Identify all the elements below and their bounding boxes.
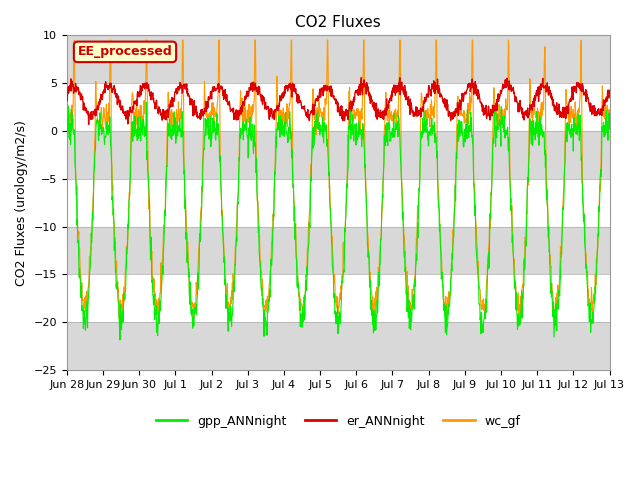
wc_gf: [63, 124, 70, 130]
wc_gf: [184, 240, 192, 246]
Line: wc_gf: wc_gf: [67, 40, 609, 323]
Bar: [67, 179, 609, 227]
Bar: [67, 83, 609, 131]
er_ANNnight: [85, 121, 93, 127]
er_ANNnight: [184, 93, 192, 99]
er_ANNnight: [63, 90, 70, 96]
gpp_ANNnight: [494, 127, 502, 133]
gpp_ANNnight: [63, 121, 70, 127]
Legend: gpp_ANNnight, er_ANNnight, wc_gf: gpp_ANNnight, er_ANNnight, wc_gf: [150, 410, 525, 432]
wc_gf: [70, 37, 78, 43]
gpp_ANNnight: [423, 124, 431, 130]
wc_gf: [493, 110, 501, 116]
wc_gf: [541, 76, 549, 82]
wc_gf: [423, 119, 431, 124]
Line: er_ANNnight: er_ANNnight: [67, 78, 609, 124]
gpp_ANNnight: [143, 99, 150, 105]
er_ANNnight: [494, 95, 502, 101]
gpp_ANNnight: [116, 337, 124, 343]
er_ANNnight: [171, 91, 179, 96]
gpp_ANNnight: [184, 262, 192, 268]
er_ANNnight: [542, 83, 550, 89]
Text: EE_processed: EE_processed: [77, 46, 172, 59]
Y-axis label: CO2 Fluxes (urology/m2/s): CO2 Fluxes (urology/m2/s): [15, 120, 28, 286]
wc_gf: [605, 115, 613, 121]
er_ANNnight: [605, 87, 613, 93]
gpp_ANNnight: [605, 112, 613, 118]
wc_gf: [171, 113, 179, 119]
wc_gf: [551, 320, 559, 326]
wc_gf: [244, 115, 252, 120]
Line: gpp_ANNnight: gpp_ANNnight: [67, 102, 609, 340]
gpp_ANNnight: [542, 152, 550, 157]
Bar: [67, 275, 609, 322]
er_ANNnight: [244, 92, 252, 98]
er_ANNnight: [358, 75, 365, 81]
Title: CO2 Fluxes: CO2 Fluxes: [295, 15, 381, 30]
gpp_ANNnight: [245, 125, 253, 131]
er_ANNnight: [423, 93, 431, 99]
gpp_ANNnight: [171, 115, 179, 120]
